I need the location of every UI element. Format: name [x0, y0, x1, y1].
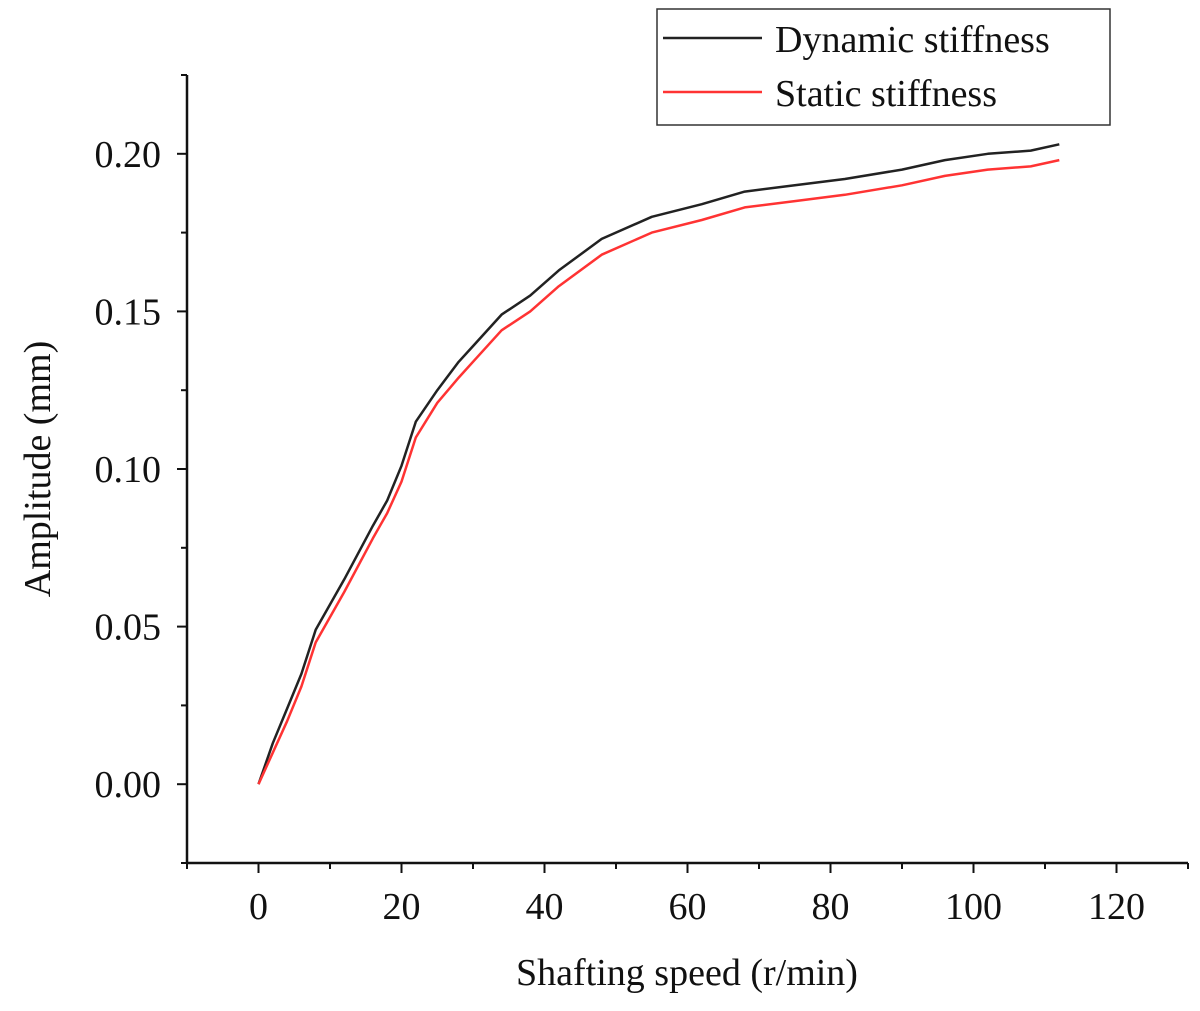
legend-label-static-stiffness: Static stiffness — [775, 73, 997, 115]
y-tick-label: 0.15 — [95, 291, 162, 333]
y-axis-title: Amplitude (mm) — [17, 341, 59, 597]
y-tick-label: 0.00 — [95, 764, 162, 806]
series-layer — [257, 143, 1060, 785]
x-tick-label: 60 — [669, 886, 707, 928]
x-tick-label: 40 — [526, 886, 564, 928]
y-tick-label: 0.20 — [95, 134, 162, 176]
y-tick-label: 0.05 — [95, 607, 162, 649]
x-tick-label: 100 — [945, 886, 1002, 928]
x-tick-label: 120 — [1088, 886, 1145, 928]
legend: Dynamic stiffness Static stiffness — [656, 8, 1111, 126]
x-axis-ticks: 0 20 40 60 80 100 120 — [186, 863, 1189, 928]
series-line-dynamic-stiffness — [257, 143, 1060, 785]
y-tick-label: 0.10 — [95, 449, 162, 491]
x-tick-label: 80 — [812, 886, 850, 928]
legend-box — [656, 8, 1111, 126]
x-axis-title: Shafting speed (r/min) — [516, 952, 858, 994]
x-tick-label: 20 — [383, 886, 421, 928]
legend-label-dynamic-stiffness: Dynamic stiffness — [775, 19, 1050, 61]
y-axis-ticks: 0.00 0.05 0.10 0.15 0.20 — [95, 74, 187, 864]
x-tick-label: 0 — [249, 886, 268, 928]
series-line-static-stiffness — [257, 158, 1060, 785]
